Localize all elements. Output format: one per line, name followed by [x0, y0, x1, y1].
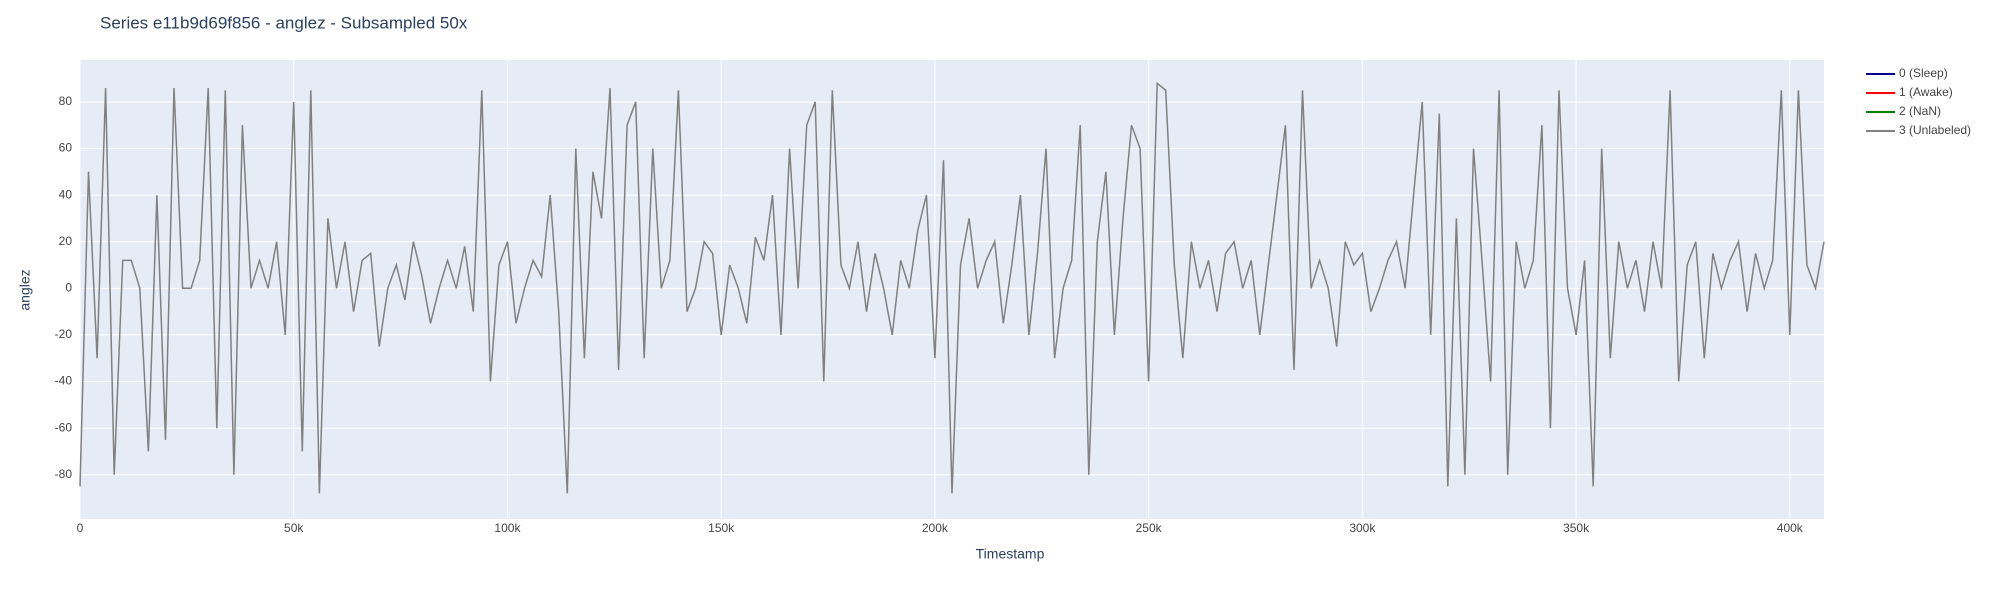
data-line: [79, 81, 1825, 494]
y-tick-label: -80: [55, 467, 73, 481]
y-tick-label: 0: [65, 281, 72, 295]
y-axis-title: anglez: [17, 269, 33, 310]
x-tick-label: 300k: [1349, 521, 1376, 535]
legend-label: 0 (Sleep): [1899, 66, 1948, 80]
chart-title: Series e11b9d69f856 - anglez - Subsample…: [100, 13, 468, 32]
plot-area: [80, 60, 1824, 519]
y-tick-label: 20: [59, 234, 73, 248]
y-tick-label: -60: [55, 420, 73, 434]
x-tick-label: 350k: [1563, 521, 1590, 535]
y-tick-label: 40: [59, 187, 73, 201]
y-tick-label: 80: [59, 94, 73, 108]
y-tick-label: 60: [59, 141, 73, 155]
x-axis-title: Timestamp: [976, 546, 1045, 562]
x-tick-label: 0: [77, 521, 84, 535]
x-tick-label: 250k: [1136, 521, 1163, 535]
x-tick-label: 150k: [708, 521, 735, 535]
legend-label: 1 (Awake): [1899, 85, 1953, 99]
x-tick-label: 50k: [284, 521, 304, 535]
legend-label: 3 (Unlabeled): [1899, 123, 1971, 137]
x-tick-label: 200k: [922, 521, 949, 535]
x-tick-label: 400k: [1777, 521, 1804, 535]
x-tick-label: 100k: [494, 521, 521, 535]
y-tick-label: -20: [55, 327, 73, 341]
legend-label: 2 (NaN): [1899, 104, 1941, 118]
y-tick-label: -40: [55, 374, 73, 388]
